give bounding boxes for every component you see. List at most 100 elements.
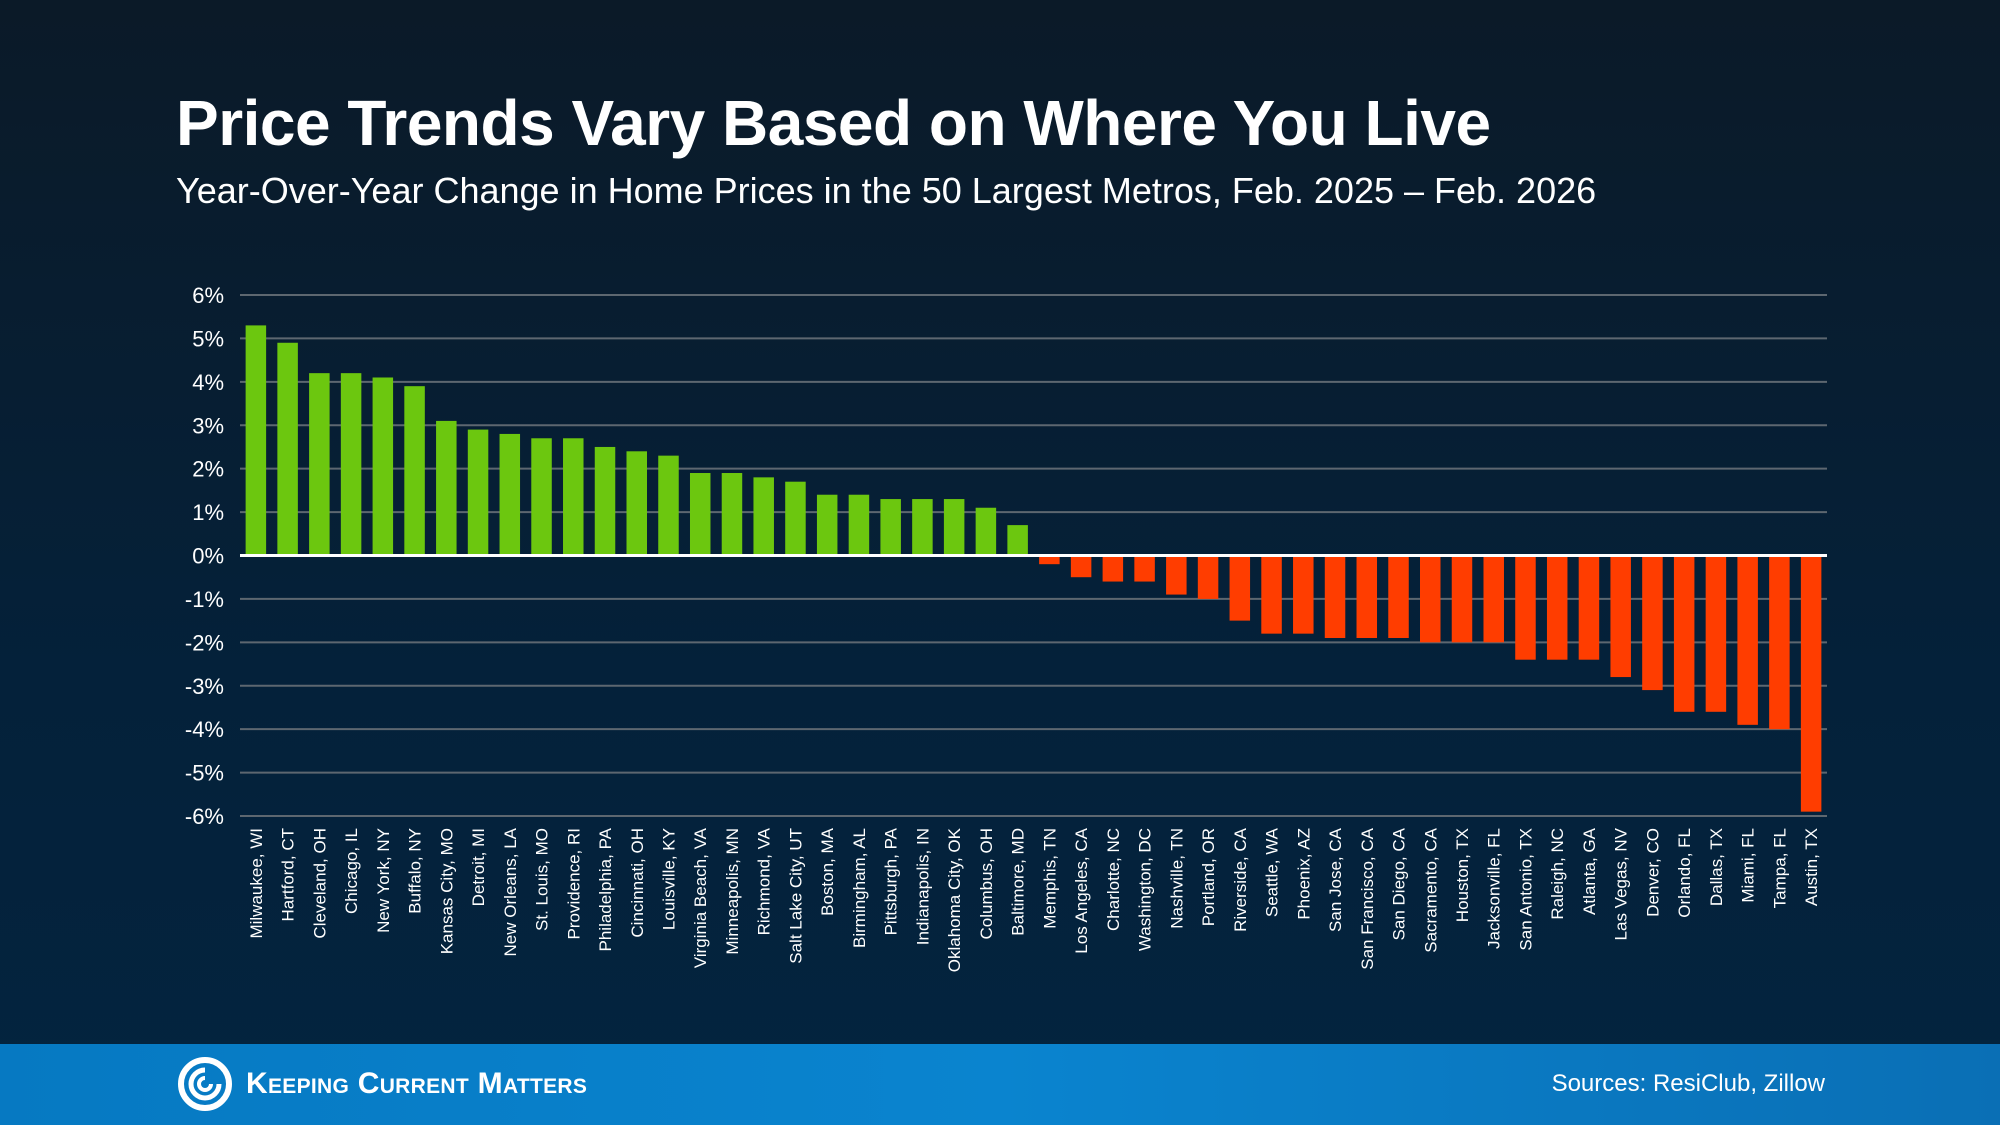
bar — [721, 473, 743, 556]
x-tick-label: Pittsburgh, PA — [882, 827, 901, 935]
bar — [1483, 555, 1504, 643]
bar — [1102, 555, 1124, 582]
y-tick-label: -6% — [185, 804, 224, 829]
x-tick-label: Chicago, IL — [342, 828, 361, 914]
x-tick-label: Orlando, FL — [1675, 828, 1694, 918]
x-tick-label: Richmond, VA — [755, 827, 774, 935]
bar — [1039, 555, 1060, 565]
x-tick-label: Miami, FL — [1739, 828, 1758, 903]
bar — [340, 373, 362, 556]
bar — [467, 429, 489, 556]
bar — [1515, 555, 1536, 660]
y-tick-label: -4% — [185, 717, 224, 742]
y-tick-label: -1% — [185, 587, 224, 612]
bar — [1769, 555, 1790, 730]
bar — [1229, 555, 1251, 621]
y-tick-label: 5% — [192, 326, 224, 351]
x-tick-label: Oklahoma City, OK — [945, 827, 964, 972]
x-tick-label: San Antonio, TX — [1516, 828, 1535, 951]
bar — [1578, 555, 1600, 660]
x-tick-label: Birmingham, AL — [850, 828, 869, 948]
bar — [785, 481, 806, 556]
bar — [1197, 555, 1219, 599]
bar — [499, 433, 521, 556]
x-tick-label: Cincinnati, OH — [628, 828, 647, 938]
y-tick-label: 4% — [192, 370, 224, 395]
x-tick-label: Denver, CO — [1643, 828, 1662, 917]
x-tick-label: Louisville, KY — [659, 828, 678, 930]
x-tick-label: Sacramento, CA — [1421, 827, 1440, 952]
brand-logo: Keeping Current Matters — [178, 1057, 587, 1111]
bar — [277, 342, 298, 556]
bars — [245, 325, 1822, 812]
x-tick-label: Buffalo, NY — [406, 828, 425, 914]
y-tick-label: -3% — [185, 674, 224, 699]
x-tick-label: Virginia Beach, VA — [691, 827, 710, 968]
bar — [372, 377, 394, 556]
x-tick-label: Seattle, WA — [1263, 827, 1282, 917]
bar — [626, 451, 647, 556]
bar — [1420, 555, 1441, 643]
x-tick-label: Phoenix, AZ — [1294, 828, 1313, 920]
bar — [1070, 555, 1092, 578]
bar — [1451, 555, 1473, 643]
x-tick-label: New Orleans, LA — [501, 827, 520, 956]
sources-text: Sources: ResiClub, Zillow — [1551, 1070, 1825, 1097]
x-tick-label: Salt Lake City, UT — [786, 828, 805, 964]
x-tick-label: Indianapolis, IN — [913, 828, 932, 945]
bar — [912, 499, 933, 556]
bar — [1007, 525, 1028, 556]
bar-chart: 6% 5% 4% 3% 2% 1% 0% -1% -2% -3% -4% -5% -6% Milwauk… — [185, 283, 1827, 972]
x-tick-label: Cleveland, OH — [310, 828, 329, 939]
bar — [1293, 555, 1314, 634]
bar — [1388, 555, 1409, 638]
bar — [404, 386, 425, 556]
bar — [1737, 555, 1758, 725]
bar — [1705, 555, 1727, 712]
chart-title: Price Trends Vary Based on Where You Liv… — [176, 87, 1491, 159]
bar — [658, 455, 679, 556]
y-tick-label: -5% — [185, 761, 224, 786]
bar — [436, 420, 457, 556]
x-tick-label: Raleigh, NC — [1548, 828, 1567, 920]
bar — [1673, 555, 1695, 712]
bar — [531, 438, 552, 556]
bar — [1356, 555, 1378, 638]
bar — [848, 494, 870, 556]
bar — [309, 373, 330, 556]
x-tick-label: Kansas City, MO — [437, 828, 456, 954]
x-tick-label: Philadelphia, PA — [596, 827, 615, 951]
x-tick-label: Austin, TX — [1802, 828, 1821, 906]
bar — [1610, 555, 1631, 678]
x-tick-label: Providence, RI — [564, 828, 583, 940]
x-tick-label: San Francisco, CA — [1358, 827, 1377, 969]
y-tick-label: 2% — [192, 457, 224, 482]
y-tick-label: 6% — [192, 283, 224, 308]
x-tick-label: Columbus, OH — [977, 828, 996, 939]
bar — [1800, 555, 1822, 812]
bar — [880, 499, 901, 556]
bar — [1642, 555, 1663, 691]
footer-bar: Keeping Current Matters Sources: ResiClu… — [0, 1044, 2000, 1125]
bar — [1546, 555, 1568, 660]
x-tick-label: Los Angeles, CA — [1072, 827, 1091, 953]
y-tick-label: 1% — [192, 500, 224, 525]
bar — [1261, 555, 1282, 634]
bar — [689, 473, 711, 556]
chart-subtitle: Year-Over-Year Change in Home Prices in … — [176, 170, 1597, 211]
x-tick-label: Atlanta, GA — [1580, 827, 1599, 915]
y-tick-label: 0% — [192, 544, 224, 569]
x-tick-label: Hartford, CT — [279, 828, 298, 922]
bar — [245, 325, 267, 556]
bar — [1166, 555, 1187, 595]
bar — [1134, 555, 1155, 582]
x-tick-label: Milwaukee, WI — [247, 828, 266, 939]
bar — [1324, 555, 1346, 638]
bar — [563, 438, 584, 556]
brand-name: Keeping Current Matters — [246, 1067, 588, 1100]
x-tick-label: Detroit, MI — [469, 828, 488, 906]
bar — [753, 477, 774, 556]
y-axis-ticks: 6% 5% 4% 3% 2% 1% 0% -1% -2% -3% -4% -5% -6% — [185, 283, 224, 829]
x-tick-label: New York, NY — [374, 828, 393, 933]
y-tick-label: -2% — [185, 630, 224, 655]
